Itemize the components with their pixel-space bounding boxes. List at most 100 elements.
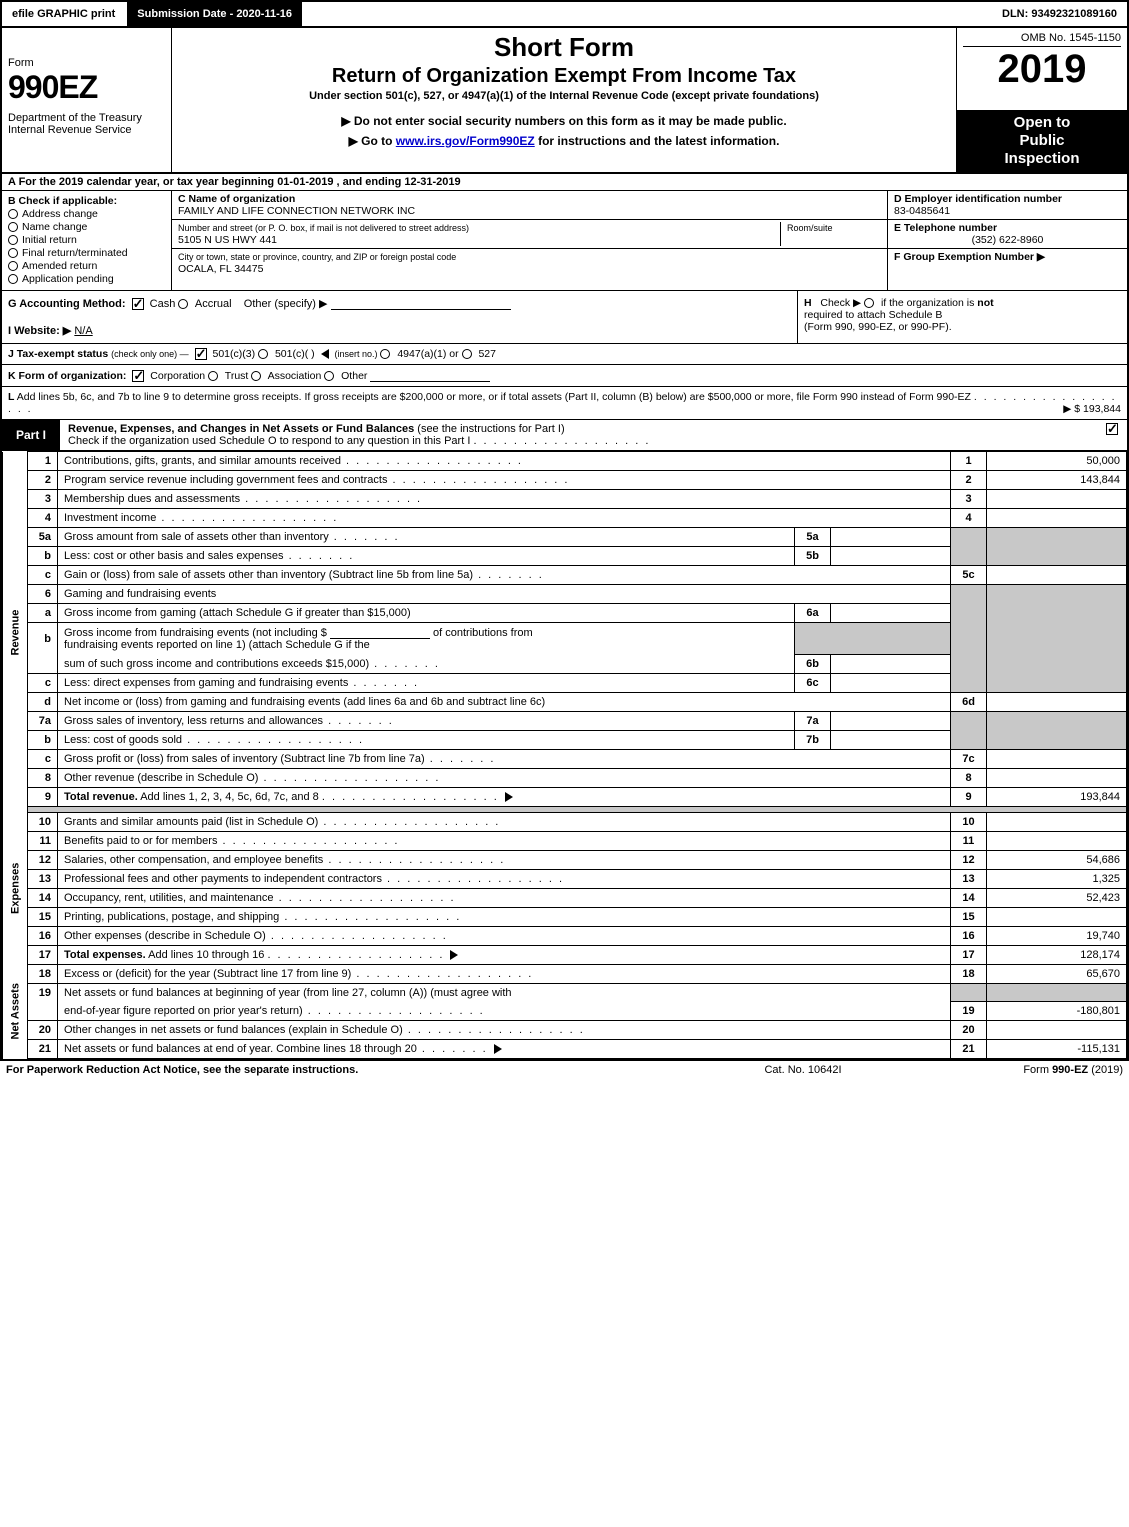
- ln: 11: [28, 831, 58, 850]
- contrib-field[interactable]: [330, 626, 430, 639]
- numcol: 1: [951, 452, 987, 471]
- chk-amended[interactable]: Amended return: [8, 260, 165, 272]
- desc: Gross profit or (loss) from sales of inv…: [58, 749, 951, 768]
- h-text1: Check ▶: [820, 297, 861, 309]
- desc: Contributions, gifts, grants, and simila…: [58, 452, 951, 471]
- circle-icon[interactable]: [208, 371, 218, 381]
- shade: [951, 730, 987, 749]
- ln: 7a: [28, 711, 58, 730]
- inner-val: [831, 528, 951, 547]
- k-trust: Trust: [225, 370, 249, 382]
- efile-print-button[interactable]: efile GRAPHIC print: [2, 2, 127, 26]
- checkbox-checked-icon[interactable]: [195, 348, 207, 360]
- g-other-field[interactable]: [331, 297, 511, 310]
- chk-initial[interactable]: Initial return: [8, 234, 165, 246]
- shade: [987, 654, 1127, 673]
- shade: [987, 730, 1127, 749]
- j-label: J Tax-exempt status: [8, 348, 108, 360]
- circle-icon[interactable]: [258, 349, 268, 359]
- inspection: Inspection: [1004, 150, 1079, 167]
- desc: Gross income from gaming (attach Schedul…: [58, 604, 795, 623]
- shade: [987, 673, 1127, 692]
- chk-address[interactable]: Address change: [8, 208, 165, 220]
- street-value: 5105 N US HWY 441: [178, 234, 277, 246]
- k-other-field[interactable]: [370, 369, 490, 382]
- irs-label: Internal Revenue Service: [8, 124, 165, 136]
- numcol: 14: [951, 888, 987, 907]
- open-to: Open to: [1014, 114, 1071, 131]
- inner-val: [831, 654, 951, 673]
- website-value: N/A: [74, 325, 92, 337]
- part-i-header: Part I Revenue, Expenses, and Changes in…: [0, 420, 1129, 451]
- numcol: 20: [951, 1021, 987, 1040]
- ln: c: [28, 566, 58, 585]
- inner-val: [831, 730, 951, 749]
- org-name-label: C Name of organization: [178, 193, 295, 205]
- circle-icon[interactable]: [324, 371, 334, 381]
- circle-icon[interactable]: [178, 299, 188, 309]
- i-label: I Website: ▶: [8, 325, 71, 337]
- shade: [987, 585, 1127, 604]
- shade: [951, 711, 987, 730]
- numcol: 13: [951, 869, 987, 888]
- amt: 193,844: [987, 787, 1127, 806]
- submission-date-button[interactable]: Submission Date - 2020-11-16: [127, 2, 304, 26]
- checkbox-checked-icon[interactable]: [132, 298, 144, 310]
- entity-block: B Check if applicable: Address change Na…: [0, 191, 1129, 291]
- numcol: 7c: [951, 749, 987, 768]
- g-label: G Accounting Method:: [8, 298, 126, 310]
- box-b: B Check if applicable: Address change Na…: [2, 191, 172, 290]
- desc: Program service revenue including govern…: [58, 471, 951, 490]
- circle-icon: [8, 261, 18, 271]
- desc: end-of-year figure reported on prior yea…: [58, 1002, 951, 1021]
- circle-icon[interactable]: [462, 349, 472, 359]
- city-value: OCALA, FL 34475: [178, 263, 263, 275]
- triangle-right-icon: [505, 792, 513, 802]
- side-revenue: Revenue: [3, 452, 28, 813]
- topbar-spacer: [304, 2, 992, 26]
- checkbox-checked-icon[interactable]: [132, 370, 144, 382]
- desc: Total expenses. Add lines 10 through 16: [58, 945, 951, 964]
- circle-icon[interactable]: [251, 371, 261, 381]
- circle-icon[interactable]: [380, 349, 390, 359]
- h-not: not: [977, 297, 993, 309]
- dept-label: Department of the Treasury: [8, 112, 165, 124]
- desc: Other changes in net assets or fund bala…: [58, 1021, 951, 1040]
- desc: Salaries, other compensation, and employ…: [58, 850, 951, 869]
- public: Public: [1019, 132, 1064, 149]
- dln-label: DLN: 93492321089160: [992, 2, 1127, 26]
- desc: Total revenue. Total revenue. Add lines …: [58, 787, 951, 806]
- inner-ln: 6b: [795, 654, 831, 673]
- ln: 3: [28, 490, 58, 509]
- open-inspection-block: Open to Public Inspection: [957, 110, 1127, 172]
- title-return: Return of Organization Exempt From Incom…: [178, 65, 950, 88]
- circle-icon: [8, 274, 18, 284]
- omb-year-block: OMB No. 1545-1150 2019: [957, 28, 1127, 110]
- j-501c-close: ): [311, 348, 315, 360]
- footer: For Paperwork Reduction Act Notice, see …: [0, 1061, 1129, 1079]
- chk-name[interactable]: Name change: [8, 221, 165, 233]
- irs-link[interactable]: www.irs.gov/Form990EZ: [396, 134, 535, 148]
- j-527: 527: [478, 348, 496, 360]
- ln: 21: [28, 1040, 58, 1059]
- shade: [987, 528, 1127, 547]
- part-title: Revenue, Expenses, and Changes in Net As…: [60, 420, 1097, 450]
- shade: [795, 623, 951, 655]
- circle-icon[interactable]: [864, 298, 874, 308]
- numcol: 11: [951, 831, 987, 850]
- desc: Less: direct expenses from gaming and fu…: [58, 673, 795, 692]
- line-l: L Add lines 5b, 6c, and 7b to line 9 to …: [0, 387, 1129, 420]
- topbar: efile GRAPHIC print Submission Date - 20…: [0, 0, 1129, 28]
- chk-final[interactable]: Final return/terminated: [8, 247, 165, 259]
- inner-val: [831, 547, 951, 566]
- triangle-left-icon: [321, 349, 329, 359]
- triangle-right-icon: [494, 1044, 502, 1054]
- chk-pending[interactable]: Application pending: [8, 273, 165, 285]
- numcol: 6d: [951, 692, 987, 711]
- desc: Professional fees and other payments to …: [58, 869, 951, 888]
- numcol: 10: [951, 812, 987, 831]
- numcol: 21: [951, 1040, 987, 1059]
- h-text4: (Form 990, 990-EZ, or 990-PF).: [804, 321, 952, 333]
- part-checkbox[interactable]: [1097, 420, 1127, 450]
- line-k: K Form of organization: Corporation Trus…: [0, 365, 1129, 387]
